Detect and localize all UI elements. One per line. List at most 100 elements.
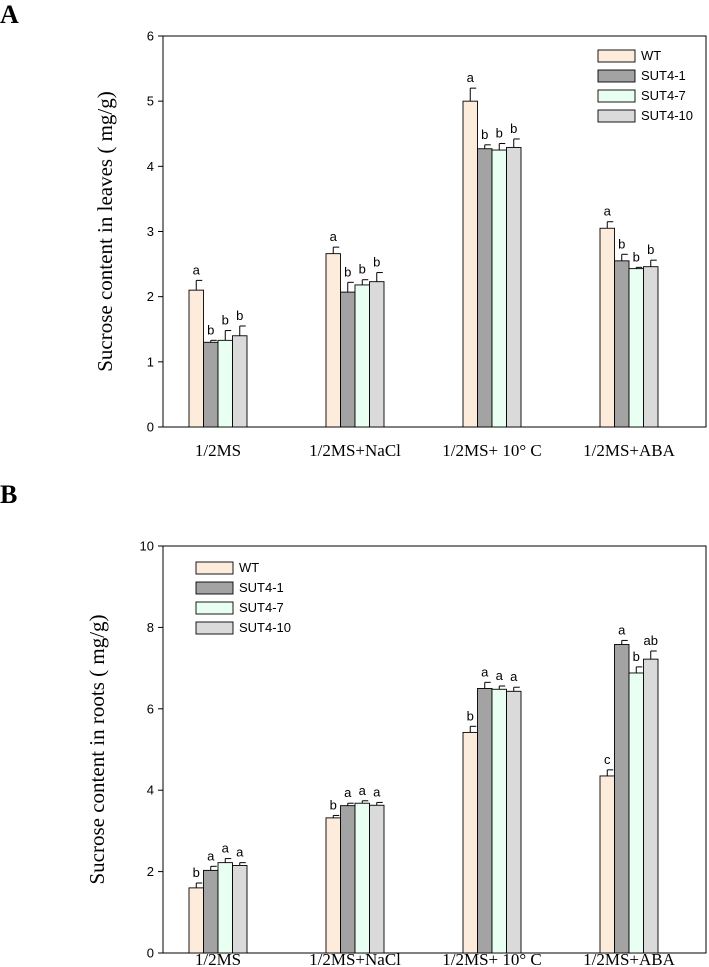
bar <box>188 887 204 954</box>
bar <box>325 817 341 954</box>
bar <box>340 291 356 428</box>
bar <box>203 869 219 954</box>
x-category-label: 1/2MS+ABA <box>583 950 675 967</box>
significance-label: a <box>207 848 215 863</box>
legend-swatch <box>195 581 234 595</box>
bar <box>506 690 522 954</box>
y-tick-label: 10 <box>140 539 154 554</box>
significance-label: a <box>222 841 230 856</box>
bar <box>477 148 493 428</box>
x-category-label: 1/2MS <box>195 950 241 967</box>
significance-label: b <box>193 865 200 880</box>
significance-label: b <box>344 264 351 279</box>
bar <box>477 687 493 954</box>
bar <box>462 100 478 428</box>
legend-label: SUT4-10 <box>239 620 291 635</box>
significance-label: a <box>373 784 381 799</box>
significance-label: a <box>359 783 367 798</box>
y-axis-label: Sucrose content in roots ( mg/g) <box>85 614 109 884</box>
plot-frame <box>162 545 707 954</box>
legend-swatch <box>597 49 636 63</box>
significance-label: b <box>359 262 366 277</box>
bar <box>462 731 478 954</box>
y-tick-label: 2 <box>147 864 154 879</box>
legend-swatch <box>195 561 234 575</box>
x-category-label: 1/2MS <box>195 441 241 460</box>
legend-label: SUT4-1 <box>641 68 686 83</box>
bar <box>325 253 341 428</box>
y-tick-label: 6 <box>147 29 154 44</box>
x-category-label: 1/2MS+ 10° C <box>442 950 542 967</box>
legend-swatch <box>195 621 234 635</box>
significance-label: b <box>236 308 243 323</box>
legend-swatch <box>195 601 234 615</box>
x-category-label: 1/2MS+ 10° C <box>442 441 542 460</box>
bar <box>614 260 630 428</box>
legend-label: WT <box>641 48 661 63</box>
significance-label: a <box>236 845 244 860</box>
panel-b: B 0 2 4 6 8 10 Sucrose content in roots ( mg/g… <box>0 480 709 967</box>
panel-a: A 0 1 2 3 4 5 6 Sucrose content in leaves ( mg/… <box>0 0 709 470</box>
y-tick-label: 0 <box>147 946 154 961</box>
bar <box>340 805 356 954</box>
significance-label: b <box>633 649 640 664</box>
significance-label: a <box>618 622 626 637</box>
significance-label: a <box>604 204 612 219</box>
bar <box>643 266 659 428</box>
legend-label: SUT4-7 <box>239 600 284 615</box>
significance-label: c <box>604 752 611 767</box>
y-tick-label: 3 <box>147 224 154 239</box>
significance-label: a <box>193 262 201 277</box>
significance-label: b <box>222 313 229 328</box>
significance-label: b <box>467 708 474 723</box>
bar <box>354 802 370 954</box>
panel-a-letter: A <box>0 0 19 29</box>
bar <box>599 775 615 954</box>
significance-label: a <box>481 664 489 679</box>
y-tick-label: 0 <box>147 420 154 435</box>
bar <box>369 281 385 428</box>
legend-label: WT <box>239 560 259 575</box>
legend-label: SUT4-7 <box>641 88 686 103</box>
legend-swatch <box>597 69 636 83</box>
significance-label: a <box>344 785 352 800</box>
significance-label: ab <box>644 633 658 648</box>
bar <box>188 289 204 428</box>
significance-label: b <box>510 121 517 136</box>
bar <box>491 149 507 428</box>
roots-chart: 0 2 4 6 8 10 Sucrose content in roots ( mg/g) 1… <box>85 539 707 967</box>
bar <box>203 341 219 428</box>
significance-label: b <box>496 126 503 141</box>
y-tick-label: 6 <box>147 701 154 716</box>
bar <box>599 227 615 428</box>
significance-label: b <box>481 127 488 142</box>
bar <box>643 658 659 954</box>
legend-swatch <box>597 109 636 123</box>
y-tick-label: 1 <box>147 354 154 369</box>
significance-label: a <box>330 229 338 244</box>
y-tick-label: 8 <box>147 620 154 635</box>
legend-label: SUT4-1 <box>239 580 284 595</box>
significance-label: b <box>647 242 654 257</box>
y-axis-label: Sucrose content in leaves ( mg/g) <box>93 91 117 372</box>
significance-label: b <box>633 249 640 264</box>
bar <box>232 335 248 428</box>
bar <box>354 284 370 428</box>
x-category-label: 1/2MS+NaCl <box>309 441 401 460</box>
bar <box>506 146 522 428</box>
leaves-chart: 0 1 2 3 4 5 6 Sucrose content in leaves ( mg/g)… <box>93 29 707 460</box>
y-tick-label: 4 <box>147 159 154 174</box>
bar <box>491 688 507 954</box>
bar <box>232 865 248 954</box>
significance-label: a <box>510 669 518 684</box>
y-tick-label: 2 <box>147 289 154 304</box>
significance-label: b <box>207 322 214 337</box>
x-category-label: 1/2MS+NaCl <box>309 950 401 967</box>
significance-label: b <box>330 797 337 812</box>
x-category-label: 1/2MS+ABA <box>583 441 675 460</box>
significance-label: b <box>618 236 625 251</box>
legend-label: SUT4-10 <box>641 108 693 123</box>
bar <box>628 268 644 428</box>
bar <box>369 804 385 954</box>
legend-swatch <box>597 89 636 103</box>
